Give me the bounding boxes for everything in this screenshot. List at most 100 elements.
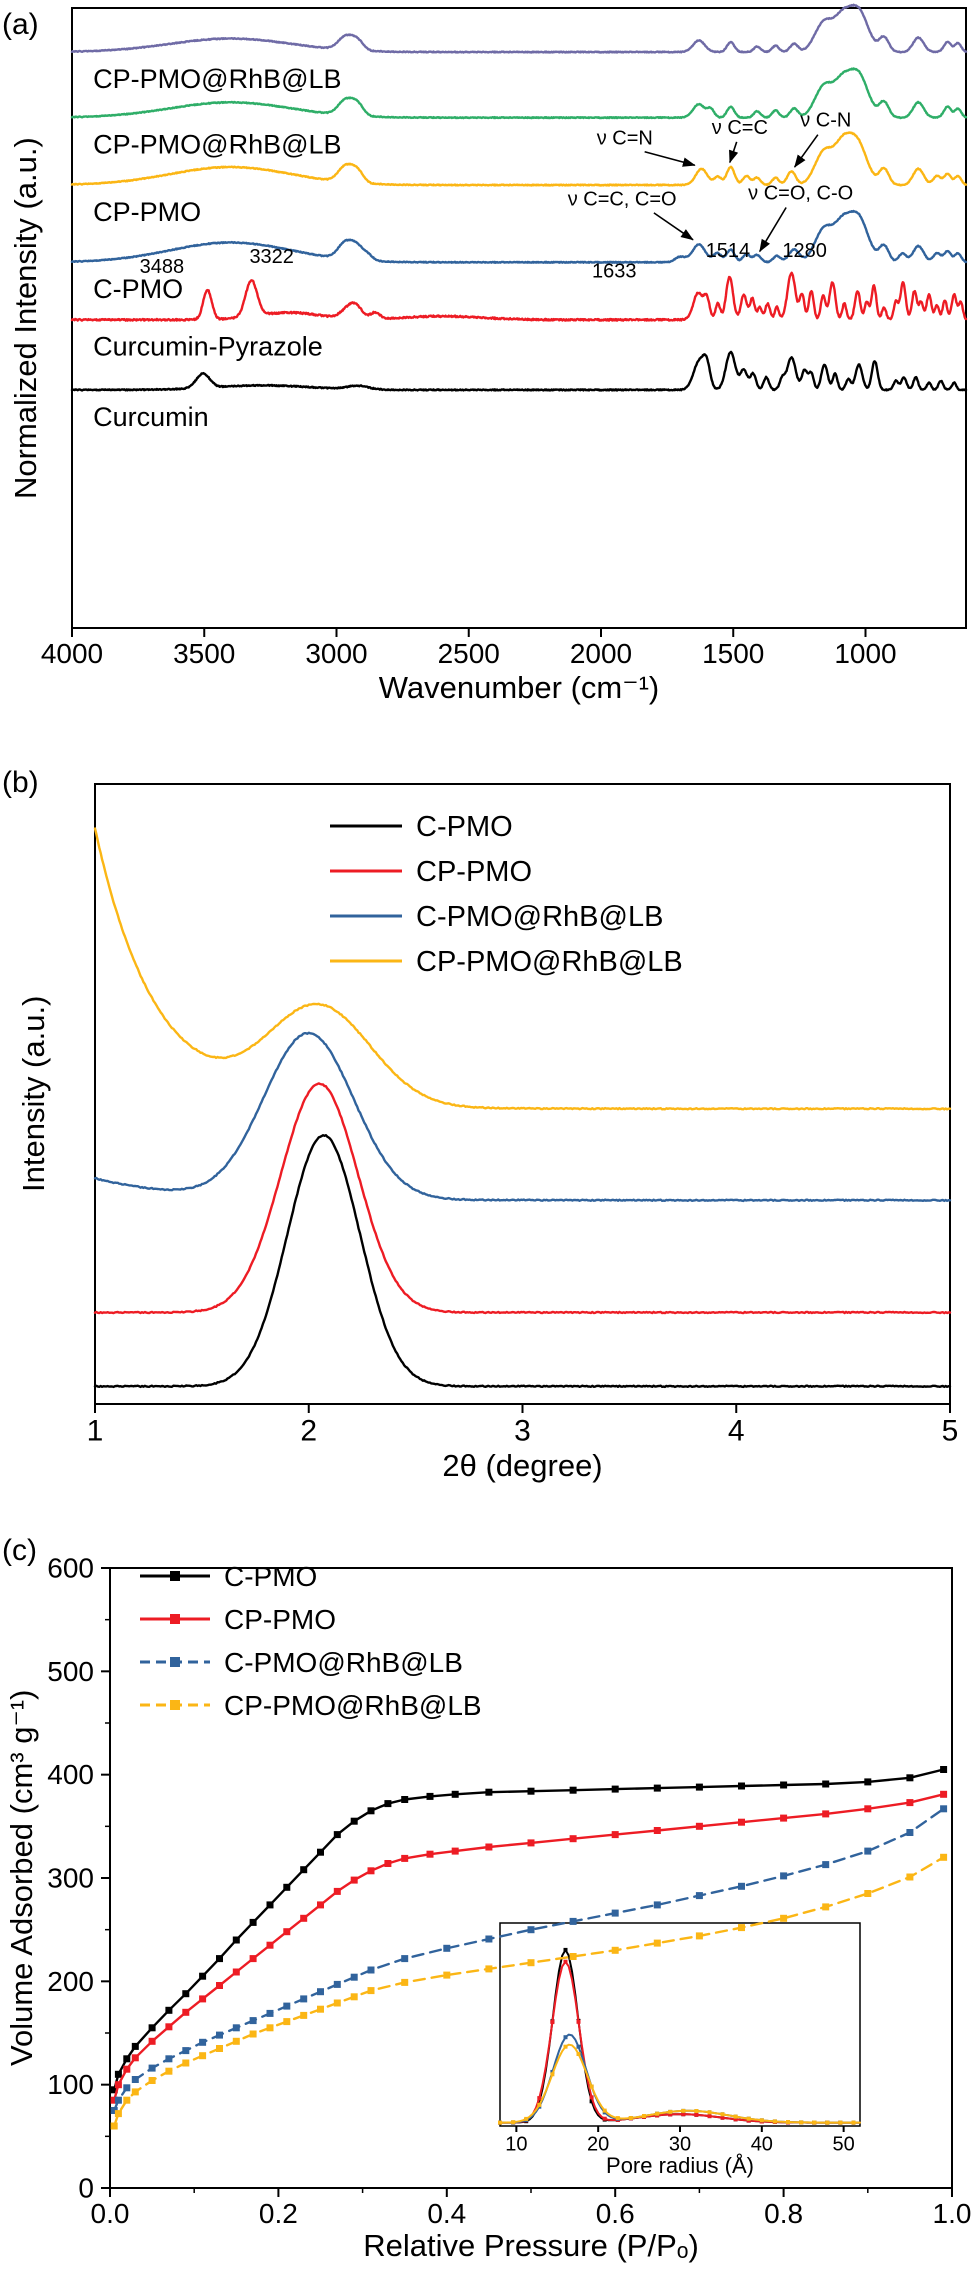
data-point-marker: [527, 1926, 535, 1934]
data-point-marker: [738, 1882, 745, 1890]
x-tick-label: 1.0: [933, 2198, 972, 2229]
data-point-marker: [283, 2002, 291, 2010]
data-point-marker: [123, 2084, 131, 2092]
data-point-marker: [266, 2024, 274, 2032]
data-point-marker: [182, 1990, 190, 1998]
data-point-marker: [216, 1982, 223, 1989]
data-point-marker: [333, 1980, 341, 1988]
data-point-marker: [232, 2037, 240, 2045]
data-point-marker: [940, 1805, 948, 1813]
data-point-marker: [317, 1901, 324, 1909]
data-point-marker: [799, 2120, 804, 2125]
data-point-marker: [131, 2076, 139, 2083]
data-point-marker: [182, 2008, 190, 2016]
data-point-marker: [707, 2114, 712, 2119]
annotation-text: 1633: [592, 261, 637, 283]
data-point-marker: [653, 1827, 661, 1834]
data-point-marker: [283, 1928, 291, 1936]
y-tick-label: 600: [47, 1553, 94, 1584]
data-point-marker: [216, 2045, 223, 2052]
data-point-marker: [123, 2096, 131, 2104]
data-point-marker: [611, 1946, 619, 1954]
data-point-marker: [199, 1995, 207, 2003]
series-label: CP-PMO@RhB@LB: [93, 64, 341, 94]
legend-label: CP-PMO@RhB@LB: [416, 946, 683, 978]
data-point-marker: [772, 2119, 777, 2124]
x-tick-label: 10: [505, 2133, 527, 2155]
data-point-marker: [746, 2116, 751, 2121]
data-point-marker: [148, 2064, 156, 2072]
panel-c-y-axis-title: Volume Adsorbed (cm³ g⁻¹): [4, 1689, 39, 2067]
x-tick-label: 40: [751, 2133, 773, 2155]
annotation-arrow: [759, 207, 787, 253]
data-point-marker: [123, 2055, 131, 2063]
data-point-marker: [563, 1947, 568, 1952]
data-point-marker: [576, 2052, 581, 2056]
data-point-marker: [249, 2017, 257, 2025]
data-point-marker: [300, 1995, 308, 2003]
data-point-marker: [110, 2122, 118, 2130]
data-point-marker: [864, 1890, 872, 1897]
data-point-marker: [653, 1784, 661, 1792]
data-point-marker: [300, 1914, 308, 1922]
data-point-marker: [283, 1883, 291, 1891]
panel-b-x-axis-title: 2θ (degree): [442, 1448, 603, 1483]
data-point-marker: [602, 2108, 607, 2113]
data-point-marker: [611, 1831, 619, 1839]
data-point-marker: [812, 2120, 817, 2125]
data-point-marker: [537, 2096, 542, 2101]
data-point-marker: [249, 2030, 257, 2038]
data-point-marker: [401, 1796, 409, 1803]
x-tick-label: 20: [587, 2133, 609, 2155]
data-point-marker: [300, 2011, 308, 2019]
y-tick-label: 500: [47, 1656, 94, 1687]
legend-label: CP-PMO: [224, 1604, 336, 1635]
data-point-marker: [485, 1935, 493, 1943]
data-point-marker: [602, 2116, 607, 2121]
legend-label: CP-PMO@RhB@LB: [224, 1690, 482, 1721]
data-point-marker: [110, 2086, 118, 2094]
data-point-marker: [576, 2019, 581, 2024]
data-point-marker: [300, 1866, 308, 1874]
data-point-marker: [825, 2120, 830, 2125]
annotation-text: 1514: [706, 240, 751, 262]
data-point-marker: [822, 1810, 830, 1818]
data-point-marker: [317, 1988, 324, 1996]
data-point-marker: [451, 1847, 459, 1855]
data-point-marker: [165, 2067, 173, 2075]
series-curve-C-PMO: [93, 1134, 952, 1389]
x-tick-label: 1000: [834, 638, 896, 669]
x-tick-label: 0.2: [259, 2198, 298, 2229]
data-point-marker: [720, 2112, 725, 2117]
data-point-marker: [148, 2077, 156, 2084]
data-point-marker: [317, 2005, 324, 2013]
x-tick-label: 3500: [173, 638, 235, 669]
data-point-marker: [367, 1867, 375, 1875]
series-curve-CP-PMO: [70, 131, 968, 187]
data-point-marker: [451, 1790, 459, 1798]
series-curve-CP-PMO@RhB@LB: [93, 827, 952, 1111]
x-tick-label: 2000: [570, 638, 632, 669]
data-point-marker: [733, 2114, 738, 2119]
data-point-marker: [123, 2065, 131, 2073]
data-point-marker: [350, 1817, 358, 1825]
annotation-text: ν C=N: [597, 128, 653, 150]
data-point-marker: [653, 1939, 661, 1947]
panel-c-x-axis-title: Relative Pressure (P/Pₒ): [363, 2228, 699, 2263]
xrd-chart: 1 2 3 4 5 C-PMO CP-PMO C-PMO@RhB@LB CP-PMO@RhB@L…: [87, 783, 958, 1448]
data-point-marker: [527, 1839, 535, 1847]
data-point-marker: [401, 1955, 409, 1963]
data-point-marker: [114, 2096, 122, 2104]
panel-b-xrd: 1 2 3 4 5 C-PMO CP-PMO C-PMO@RhB@LB CP-PMO@RhB@L…: [0, 764, 975, 1528]
annotation-arrow: [644, 150, 696, 167]
data-point-marker: [367, 1966, 375, 1974]
annotation-text: 1280: [782, 240, 827, 262]
series-label: Curcumin-Pyrazole: [93, 332, 323, 362]
data-point-marker: [148, 2024, 156, 2032]
annotation-text: ν C-N: [800, 110, 851, 132]
data-point-marker: [350, 1973, 358, 1981]
x-tick-label: 3: [514, 1415, 531, 1448]
data-point-marker: [563, 2035, 568, 2040]
panel-a-ftir: 4000 3500 3000 2500 2000 1500 1000 Curcumin Curc…: [0, 0, 975, 764]
